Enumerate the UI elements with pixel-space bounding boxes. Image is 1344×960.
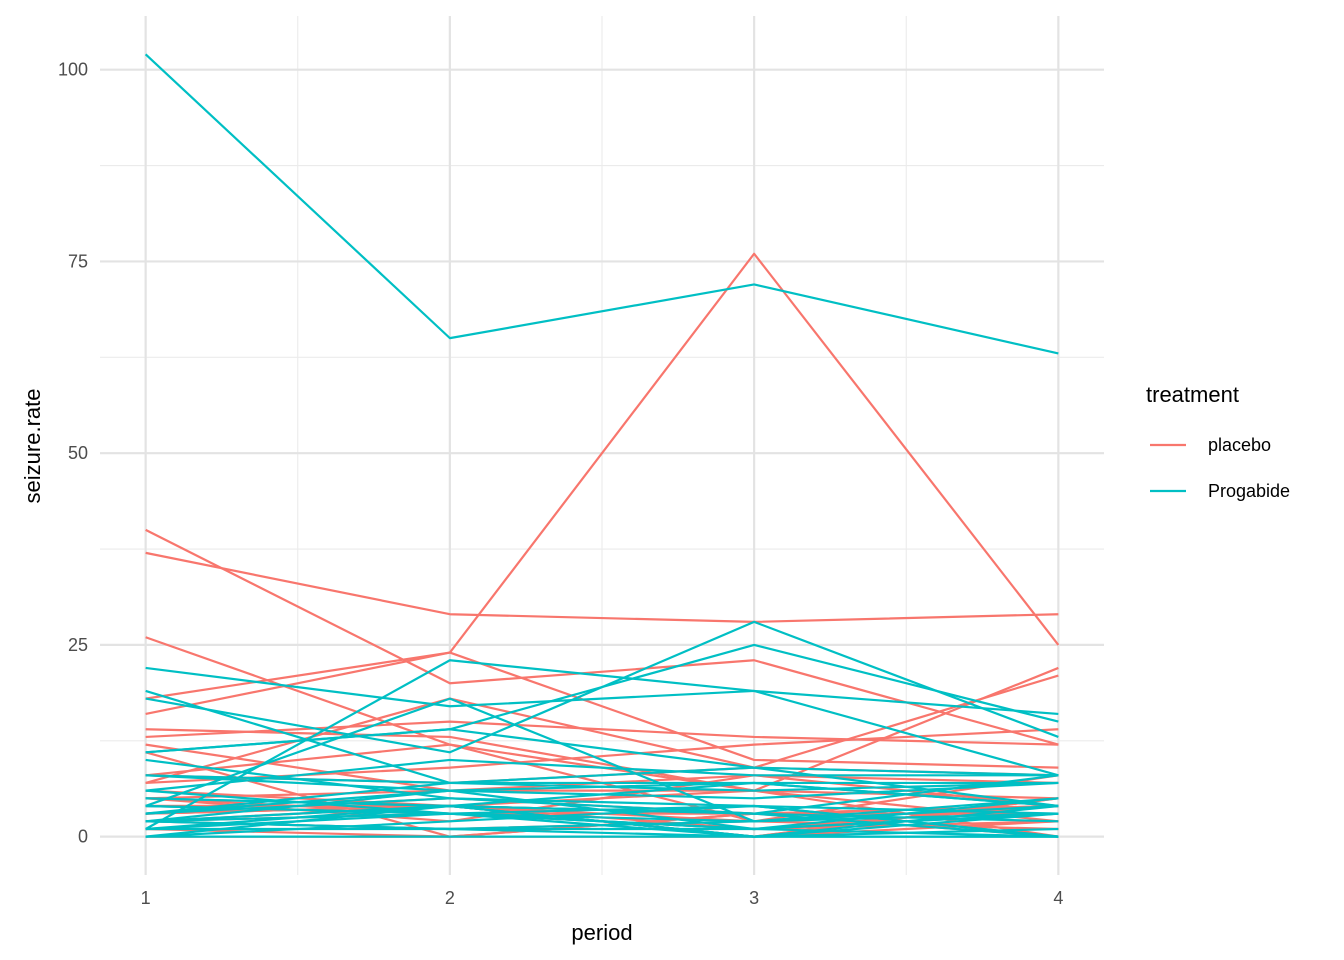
legend-title: treatment — [1146, 382, 1239, 407]
series-line-placebo-24 — [145, 252, 1060, 700]
series-line-placebo-22 — [145, 720, 1059, 746]
y-tick-label: 100 — [58, 60, 88, 80]
series-line-progabide-51 — [145, 774, 1059, 800]
legend-label-progabide: Progabide — [1208, 481, 1290, 501]
series-line-progabide-45 — [145, 689, 1059, 792]
series-line-progabide-59 — [145, 804, 1059, 831]
x-tick-label: 3 — [749, 888, 759, 908]
series-line-progabide-49 — [144, 53, 1059, 355]
x-tick-label: 4 — [1053, 888, 1063, 908]
y-axis-tick-labels: 0 25 50 75 100 — [58, 60, 88, 847]
x-axis-tick-labels: 1 2 3 4 — [141, 888, 1064, 908]
series-line-placebo-18 — [145, 551, 1059, 624]
series-line-progabide-52 — [145, 797, 1059, 831]
series-line-progabide-56 — [145, 659, 1059, 830]
y-tick-label: 0 — [78, 827, 88, 847]
series-line-progabide-55 — [145, 797, 1059, 815]
x-axis-title: period — [571, 920, 632, 945]
x-tick-label: 2 — [445, 888, 455, 908]
grid-minor-lines — [100, 16, 1104, 875]
series-lines — [144, 53, 1060, 838]
y-tick-label: 50 — [68, 443, 88, 463]
y-tick-label: 75 — [68, 251, 88, 271]
legend: treatment placebo Progabide — [1146, 382, 1290, 501]
series-line-progabide-35 — [145, 666, 1059, 716]
series-line-progabide-44 — [145, 758, 1059, 815]
legend-label-placebo: placebo — [1208, 435, 1271, 455]
y-axis-title: seizure.rate — [20, 389, 45, 504]
x-tick-label: 1 — [141, 888, 151, 908]
series-line-progabide-47 — [145, 758, 1059, 792]
series-line-progabide-38 — [145, 781, 1059, 815]
y-tick-label: 25 — [68, 635, 88, 655]
series-line-progabide-53 — [145, 620, 1059, 754]
series-line-placebo-15 — [145, 651, 1059, 769]
